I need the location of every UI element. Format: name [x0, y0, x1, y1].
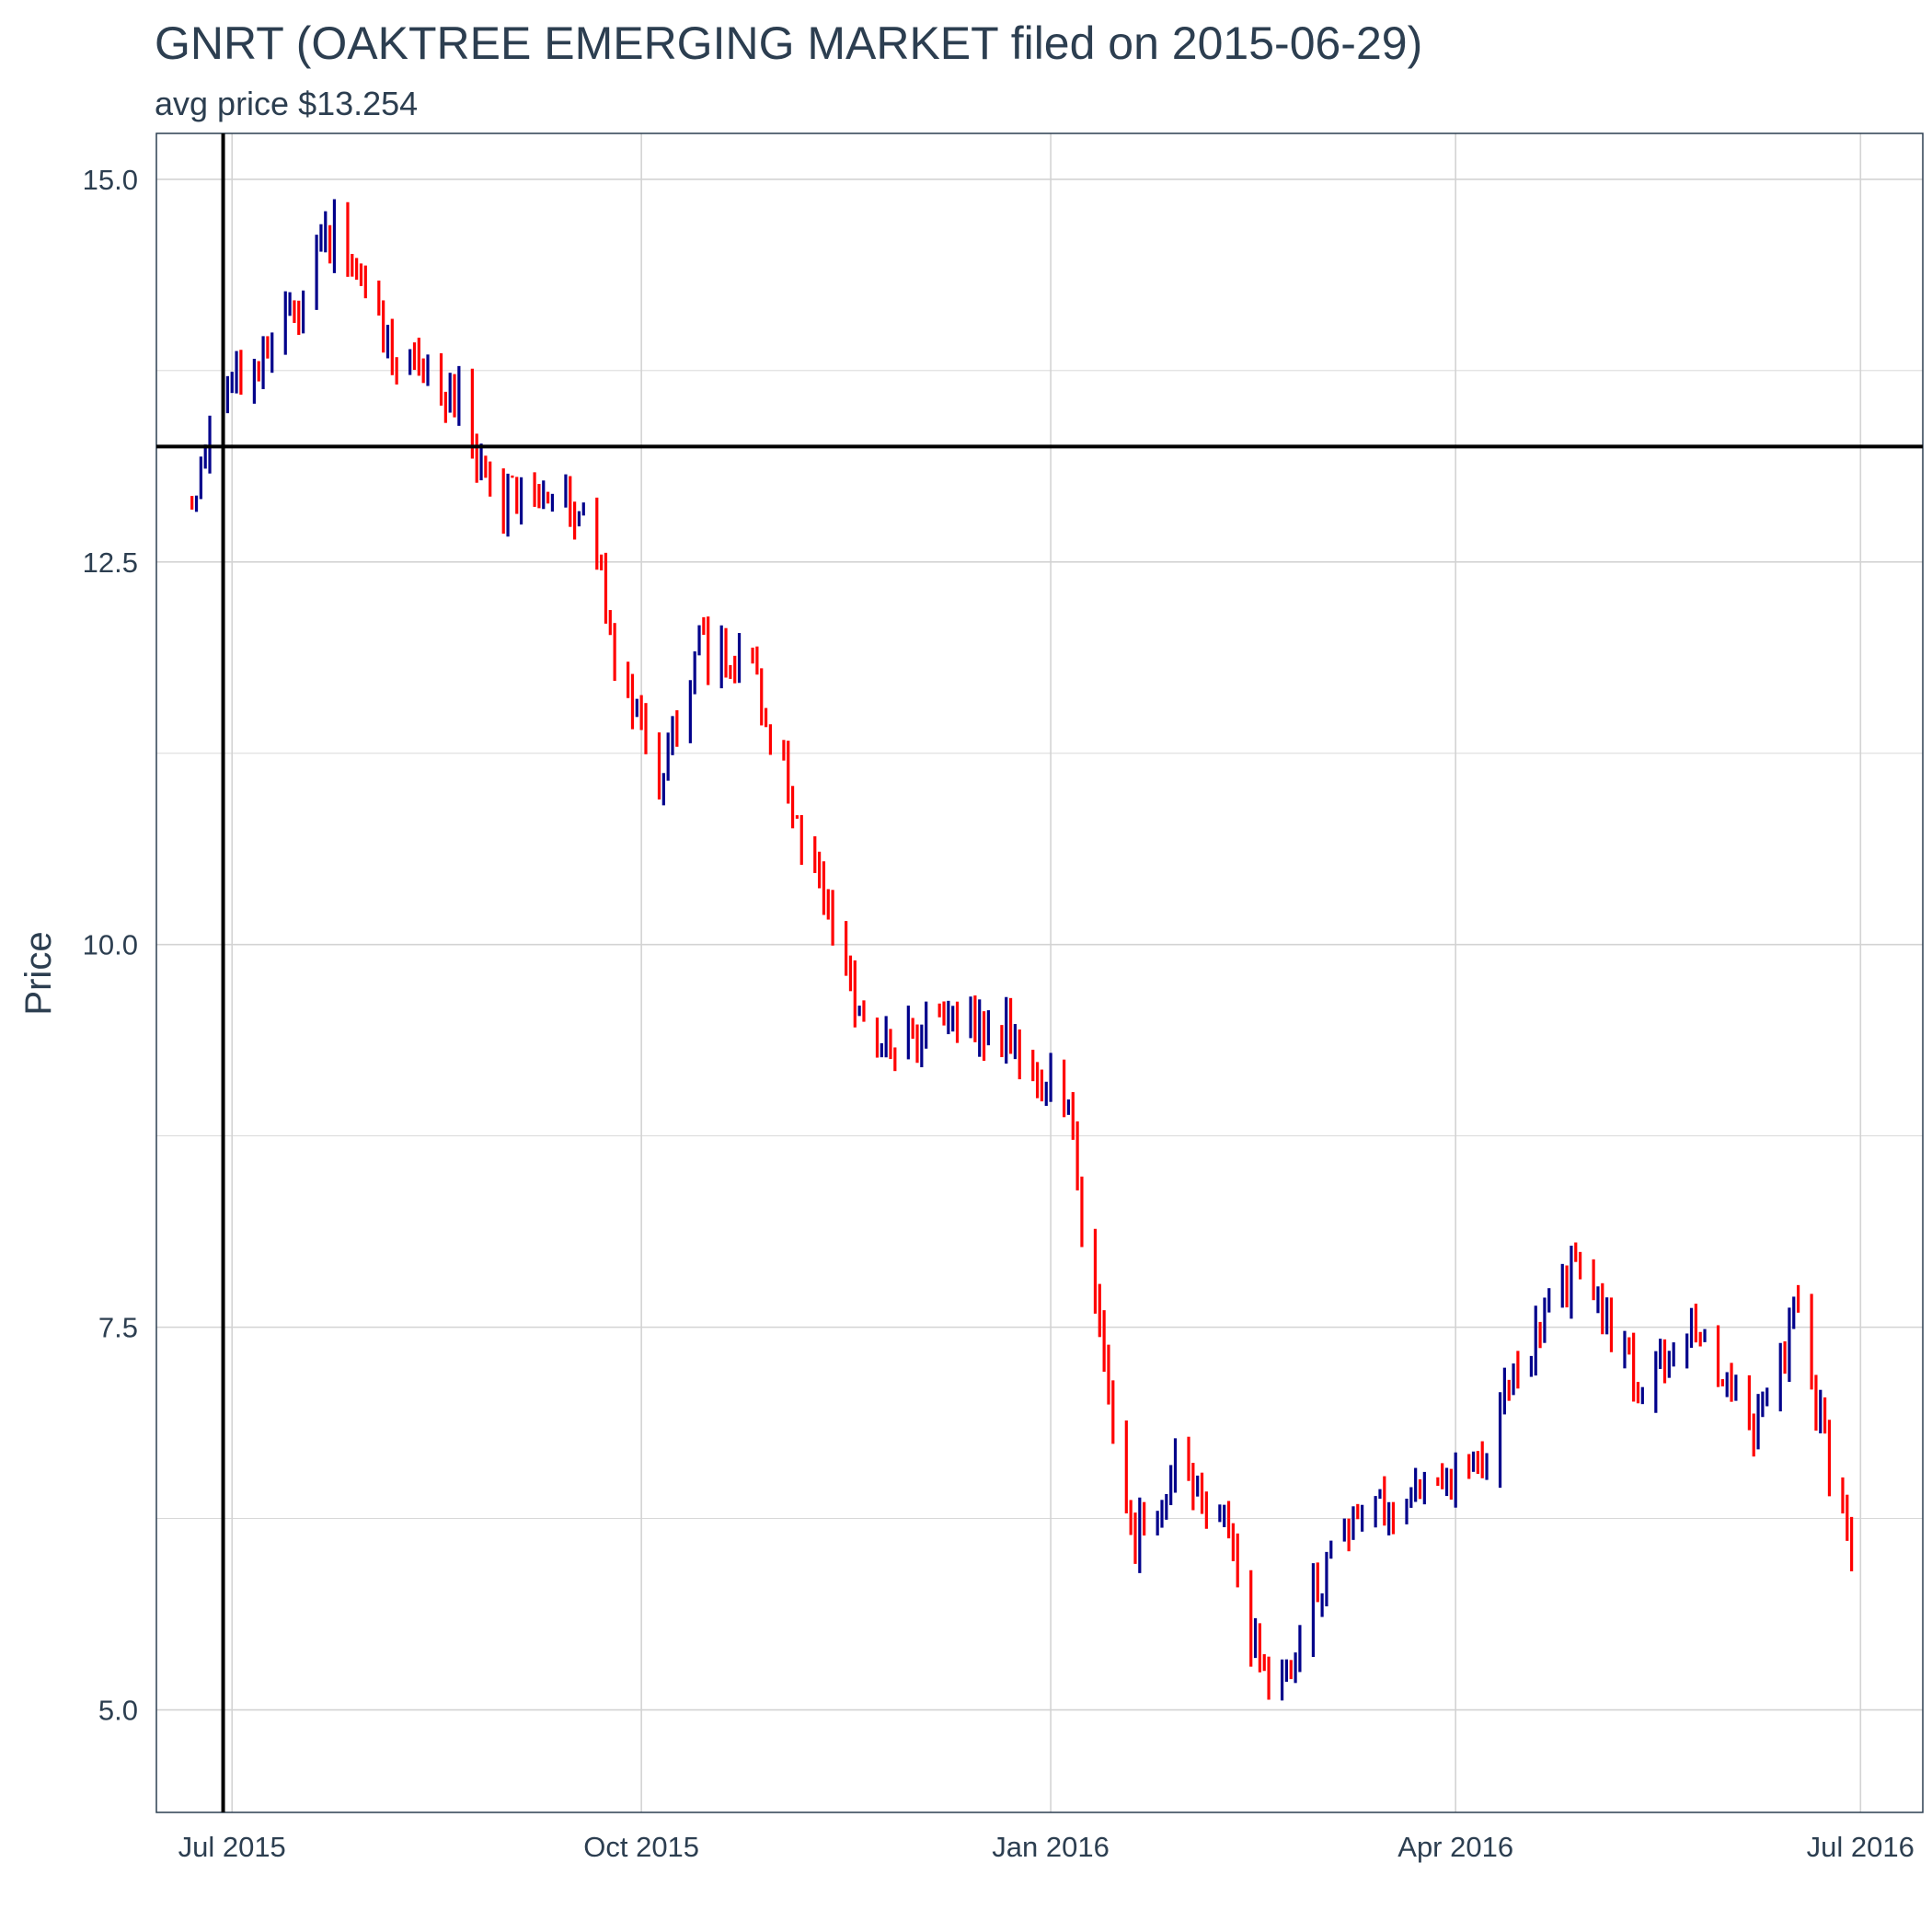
chart-subtitle: avg price $13.254 — [155, 85, 419, 122]
chart-title: GNRT (OAKTREE EMERGING MARKET filed on 2… — [155, 17, 1423, 69]
y-tick-label: 5.0 — [98, 1695, 138, 1727]
y-axis-title: Price — [18, 931, 59, 1015]
y-tick-label: 15.0 — [83, 164, 138, 196]
plot-panel-border — [155, 132, 1924, 1813]
ohlc-bars — [190, 199, 1854, 1701]
grid-lines — [156, 133, 1923, 1812]
y-tick-label: 10.0 — [83, 929, 138, 961]
x-tick-label: Oct 2015 — [583, 1831, 699, 1863]
x-tick-label: Jan 2016 — [992, 1831, 1110, 1863]
x-tick-label: Jul 2016 — [1807, 1831, 1915, 1863]
x-tick-label: Jul 2015 — [178, 1831, 286, 1863]
y-tick-label: 7.5 — [98, 1312, 138, 1344]
x-tick-label: Apr 2016 — [1397, 1831, 1513, 1863]
axis-labels: 5.0 7.5 10.0 12.5 15.0 Jul 2015 Oct 2015 Jan 20… — [83, 164, 1915, 1863]
reference-lines — [156, 133, 1923, 1812]
y-tick-label: 12.5 — [83, 546, 138, 579]
